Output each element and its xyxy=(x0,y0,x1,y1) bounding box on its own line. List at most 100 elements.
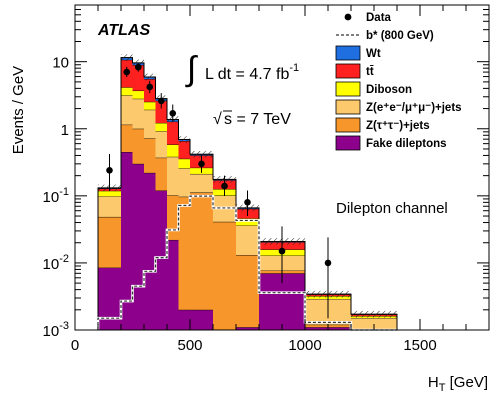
legend-fake-dileptons-swatch xyxy=(335,135,361,151)
legend-wt-swatch xyxy=(335,45,361,61)
uncertainty-bin-7 xyxy=(190,150,213,158)
bar-z-jets-bin-7 xyxy=(190,192,213,310)
channel-label: Dilepton channel xyxy=(336,200,448,217)
bar-z-e-e-jets-bin-6 xyxy=(178,168,190,197)
bar-z-jets-bin-1 xyxy=(121,124,133,153)
axis-ticks: 0 500 1000 1500 10-3 10-2 10-1 1 10 xyxy=(43,4,490,354)
luminosity-label: ∫ L dt = 4.7 fb-1 xyxy=(185,50,299,88)
uncertainty-bin-12 xyxy=(351,310,397,318)
x-tick-label-500: 500 xyxy=(177,337,202,354)
data-point-10 xyxy=(324,259,332,267)
legend-z-jets-swatch xyxy=(335,117,361,133)
bar-z-jets-bin-8 xyxy=(213,221,236,330)
bar-tt-bin-4 xyxy=(155,100,167,123)
bar-diboson-bin-5 xyxy=(167,144,179,157)
x-axis-label-sub: T xyxy=(439,382,446,394)
x-tick-label-0: 0 xyxy=(71,337,79,354)
bar-z-e-e-jets-bin-9 xyxy=(236,225,259,256)
sqrt-sign: √ xyxy=(213,111,222,128)
bar-fake-dileptons-bin-6 xyxy=(178,309,190,330)
legend-z-jets-label: Z(τ⁺τ⁻)+jets xyxy=(366,120,430,132)
data-point-3 xyxy=(146,83,154,91)
bar-diboson-bin-0 xyxy=(98,190,121,197)
energy-text: s = 7 TeV xyxy=(224,111,291,128)
svg-text:L dt = 4.7 fb-1: L dt = 4.7 fb-1 xyxy=(205,62,299,83)
bar-fake-dileptons-bin-3 xyxy=(144,172,156,330)
data-point-0 xyxy=(106,167,113,174)
bar-z-jets-bin-9 xyxy=(236,255,259,328)
bar-diboson-bin-9 xyxy=(236,218,259,226)
bar-diboson-bin-3 xyxy=(144,101,156,110)
legend-data-label: Data xyxy=(366,12,392,24)
bar-z-e-e-jets-bin-0 xyxy=(98,196,121,217)
legend-diboson-label: Diboson xyxy=(366,84,412,96)
x-axis-label: HT [GeV] xyxy=(428,374,488,394)
x-axis-label-main: H xyxy=(428,374,439,391)
integral-sign: ∫ xyxy=(185,50,198,88)
bar-z-e-e-jets-bin-4 xyxy=(155,131,167,158)
bar-fake-dileptons-bin-2 xyxy=(132,163,144,330)
y-tick-label-1: 10-2 xyxy=(43,253,69,273)
bar-z-e-e-jets-bin-1 xyxy=(121,95,133,125)
bar-z-jets-bin-5 xyxy=(167,195,179,240)
bar-fake-dileptons-bin-9 xyxy=(236,327,259,330)
experiment-label: ATLAS xyxy=(97,22,150,39)
x-tick-label-1500: 1500 xyxy=(403,337,436,354)
data-points xyxy=(106,62,332,319)
bar-fake-dileptons-bin-0 xyxy=(98,267,121,330)
legend-b-800-gev-label: b* (800 GeV) xyxy=(366,30,434,42)
data-point-6 xyxy=(198,160,205,168)
bar-diboson-bin-1 xyxy=(121,87,133,96)
legend-fake-dileptons-label: Fake dileptons xyxy=(366,138,447,150)
legend-z-e-e-jets-label: Z(e⁺e⁻/μ⁺μ⁻)+jets xyxy=(366,102,462,114)
data-point-8 xyxy=(244,199,251,206)
legend-z-e-e-jets-swatch xyxy=(335,99,361,115)
bar-fake-dileptons-bin-7 xyxy=(190,309,213,330)
uncertainty-bin-3 xyxy=(144,73,156,81)
bar-fake-dileptons-bin-5 xyxy=(167,239,179,330)
legend: Data b* (800 GeV) Wt tt̄ Diboson Z(e⁺e⁻/μ⁺μ⁻)… xyxy=(335,12,462,151)
data-point-4 xyxy=(157,97,165,105)
bar-diboson-bin-2 xyxy=(132,90,144,99)
bar-z-e-e-jets-bin-5 xyxy=(167,156,179,196)
x-tick-label-1000: 1000 xyxy=(288,337,321,354)
luminosity-text: L dt = 4.7 fb xyxy=(205,66,289,83)
bar-z-e-e-jets-bin-7 xyxy=(190,173,213,193)
bar-z-jets-bin-2 xyxy=(132,128,144,164)
uncertainty-bin-6 xyxy=(178,136,190,143)
energy-label: √ s = 7 TeV xyxy=(213,110,291,128)
legend-tt-label: tt̄ xyxy=(366,66,374,78)
y-axis-label: Events / GeV xyxy=(10,66,27,154)
legend-tt-swatch xyxy=(335,63,361,79)
bar-tt-bin-2 xyxy=(132,65,144,91)
bar-z-jets-bin-3 xyxy=(144,138,156,173)
data-point-9 xyxy=(278,247,286,255)
bar-z-e-e-jets-bin-12 xyxy=(351,317,397,330)
bar-z-e-e-jets-bin-3 xyxy=(144,109,156,139)
bar-fake-dileptons-bin-4 xyxy=(155,190,167,330)
luminosity-exponent: -1 xyxy=(289,62,299,74)
y-tick-label-4: 10 xyxy=(52,55,69,72)
legend-data-marker xyxy=(344,13,352,21)
signal-histogram-b-star xyxy=(96,194,397,332)
legend-diboson-swatch xyxy=(335,81,361,97)
bar-diboson-bin-4 xyxy=(155,122,167,132)
bar-z-jets-bin-4 xyxy=(155,157,167,191)
bar-z-jets-bin-0 xyxy=(98,216,121,268)
data-point-7 xyxy=(221,182,228,190)
bar-fake-dileptons-bin-1 xyxy=(121,152,133,330)
y-tick-label-2: 10-1 xyxy=(43,186,69,206)
signal-line xyxy=(97,195,397,331)
bar-tt-bin-5 xyxy=(167,121,179,145)
bar-z-e-e-jets-bin-2 xyxy=(132,98,144,129)
x-axis-label-unit: [GeV] xyxy=(445,374,488,391)
bar-diboson-bin-6 xyxy=(178,158,190,169)
data-point-2 xyxy=(134,63,142,71)
y-tick-label-0: 10-3 xyxy=(43,320,69,340)
bar-z-jets-bin-6 xyxy=(178,196,190,310)
y-tick-label-3: 1 xyxy=(61,122,69,139)
uncertainty-bin-1 xyxy=(121,54,133,61)
data-point-5 xyxy=(169,110,177,117)
legend-wt-label: Wt xyxy=(366,48,381,60)
